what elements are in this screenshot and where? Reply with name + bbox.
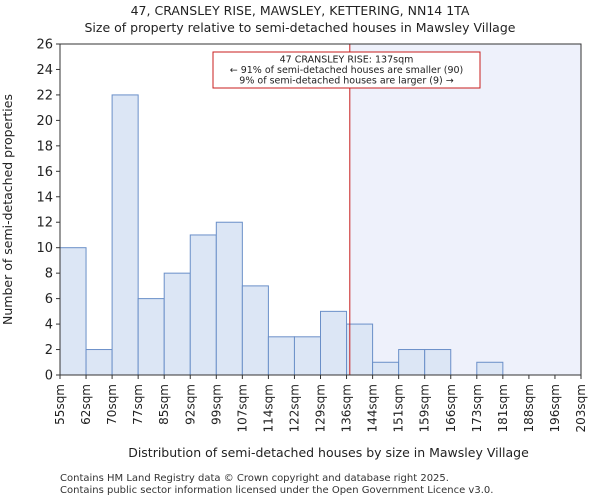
x-tick-label: 203sqm <box>574 384 588 432</box>
y-tick-label: 6 <box>45 292 53 307</box>
y-tick-label: 4 <box>45 318 53 333</box>
x-tick-label: 159sqm <box>418 384 432 432</box>
histogram-bar <box>346 323 374 376</box>
x-tick-label: 129sqm <box>314 384 328 432</box>
y-tick-label: 2 <box>45 343 53 358</box>
histogram-bar <box>398 349 426 376</box>
x-tick-label: 136sqm <box>340 384 354 432</box>
histogram-bar <box>320 310 348 376</box>
annotation-line: 9% of semi-detached houses are larger (9… <box>239 76 453 87</box>
y-tick-label: 8 <box>45 267 53 282</box>
histogram-bar <box>215 221 243 376</box>
x-tick-label: 114sqm <box>261 384 275 432</box>
annotation-box <box>212 51 481 89</box>
x-tick-label: 99sqm <box>209 384 223 425</box>
x-tick-label: 107sqm <box>235 384 249 432</box>
y-tick-label: 14 <box>36 190 53 205</box>
histogram-bar <box>476 361 504 376</box>
x-tick-label: 151sqm <box>392 384 406 432</box>
histogram-bar <box>424 349 452 376</box>
x-tick-label: 122sqm <box>287 384 301 432</box>
footer-line-2: Contains public sector information licen… <box>60 485 494 496</box>
histogram-bar <box>372 361 400 376</box>
y-tick-label: 12 <box>36 216 53 231</box>
histogram-bar <box>163 272 191 376</box>
annotation-line: 47 CRANSLEY RISE: 137sqm <box>280 55 414 66</box>
footer-line-1: Contains HM Land Registry data © Crown c… <box>60 473 449 484</box>
x-tick-label: 144sqm <box>366 384 380 432</box>
x-axis-label: Distribution of semi-detached houses by … <box>128 445 529 460</box>
histogram-bar <box>59 247 87 376</box>
y-tick-label: 10 <box>36 241 53 256</box>
histogram-bar <box>137 298 165 376</box>
histogram-bar <box>85 349 113 376</box>
highlight-region <box>349 44 581 375</box>
histogram-bar <box>267 336 295 376</box>
x-tick-label: 188sqm <box>522 384 536 432</box>
x-tick-label: 77sqm <box>131 384 145 425</box>
histogram-bar <box>111 94 139 376</box>
y-tick-label: 18 <box>36 139 53 154</box>
histogram-bar <box>189 234 217 376</box>
histogram-bar <box>241 285 269 376</box>
chart-subtitle: Size of property relative to semi-detach… <box>84 20 516 35</box>
y-tick-label: 20 <box>36 114 53 129</box>
histogram-bar <box>293 336 322 376</box>
x-tick-label: 62sqm <box>79 384 93 425</box>
y-tick-label: 24 <box>36 63 53 78</box>
chart-title: 47, CRANSLEY RISE, MAWSLEY, KETTERING, N… <box>130 3 470 18</box>
x-tick-label: 166sqm <box>444 384 458 432</box>
x-tick-label: 92sqm <box>183 384 197 425</box>
x-tick-label: 55sqm <box>53 384 67 425</box>
x-tick-label: 85sqm <box>157 384 171 425</box>
y-axis-label: Number of semi-detached properties <box>0 94 15 325</box>
annotation-line: ← 91% of semi-detached houses are smalle… <box>230 65 464 76</box>
x-tick-label: 196sqm <box>548 384 562 432</box>
chart-title-block: 47, CRANSLEY RISE, MAWSLEY, KETTERING, N… <box>0 2 600 36</box>
y-tick-label: 0 <box>45 369 53 384</box>
y-tick-label: 26 <box>36 38 53 53</box>
x-tick-label: 181sqm <box>496 384 510 432</box>
x-tick-label: 70sqm <box>105 384 119 425</box>
x-tick-label: 173sqm <box>470 384 484 432</box>
y-tick-label: 16 <box>36 165 53 180</box>
y-tick-label: 22 <box>36 88 53 103</box>
